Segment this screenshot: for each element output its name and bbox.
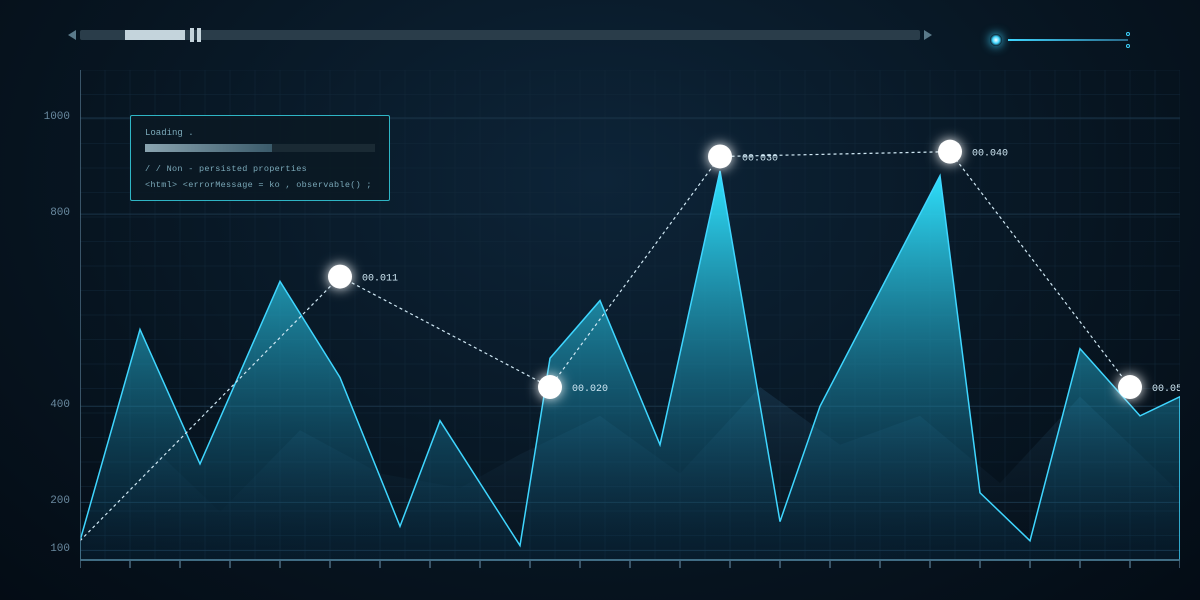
data-point-core [544, 381, 556, 393]
data-point-core [334, 271, 346, 283]
loading-code-line-1: / / Non - persisted properties [145, 164, 375, 174]
timeline-next-arrow[interactable] [924, 30, 932, 40]
y-axis-label: 200 [30, 495, 70, 507]
y-axis-label: 1000 [30, 111, 70, 123]
timeline-handle-2[interactable] [197, 28, 201, 42]
y-axis-label: 400 [30, 399, 70, 411]
loading-progress-track [145, 144, 375, 152]
chart-data-points: 00.011 00.020 00.030 00.040 00.050 [328, 140, 1180, 399]
data-point-label: 00.030 [742, 153, 778, 164]
loading-overlay: Loading . / / Non - persisted properties… [130, 115, 390, 201]
hud-tip-lower [1126, 44, 1130, 48]
loading-code-line-2: <html> <errorMessage = ko , observable()… [145, 180, 375, 190]
data-point-core [944, 146, 956, 158]
timeline-prev-arrow[interactable] [68, 30, 76, 40]
y-axis-label: 800 [30, 207, 70, 219]
data-point-core [714, 150, 726, 162]
data-point-core [1124, 381, 1136, 393]
data-point-label: 00.011 [362, 274, 398, 285]
hud-node-indicator [990, 28, 1150, 52]
timeline-handle-1[interactable] [190, 28, 194, 42]
data-point-label: 00.050 [1152, 384, 1180, 395]
loading-progress-fill [145, 144, 272, 152]
chart-x-ticks [80, 560, 1180, 568]
timeline-scrubber[interactable] [80, 30, 920, 40]
timeline-range-fill [125, 30, 185, 40]
hud-glow-dot-icon [990, 34, 1002, 46]
data-point-label: 00.020 [572, 384, 608, 395]
hud-connector-line [1008, 39, 1128, 41]
loading-title: Loading . [145, 128, 375, 138]
hud-tip-upper [1126, 32, 1130, 36]
data-point-label: 00.040 [972, 149, 1008, 160]
y-axis-label: 100 [30, 543, 70, 555]
